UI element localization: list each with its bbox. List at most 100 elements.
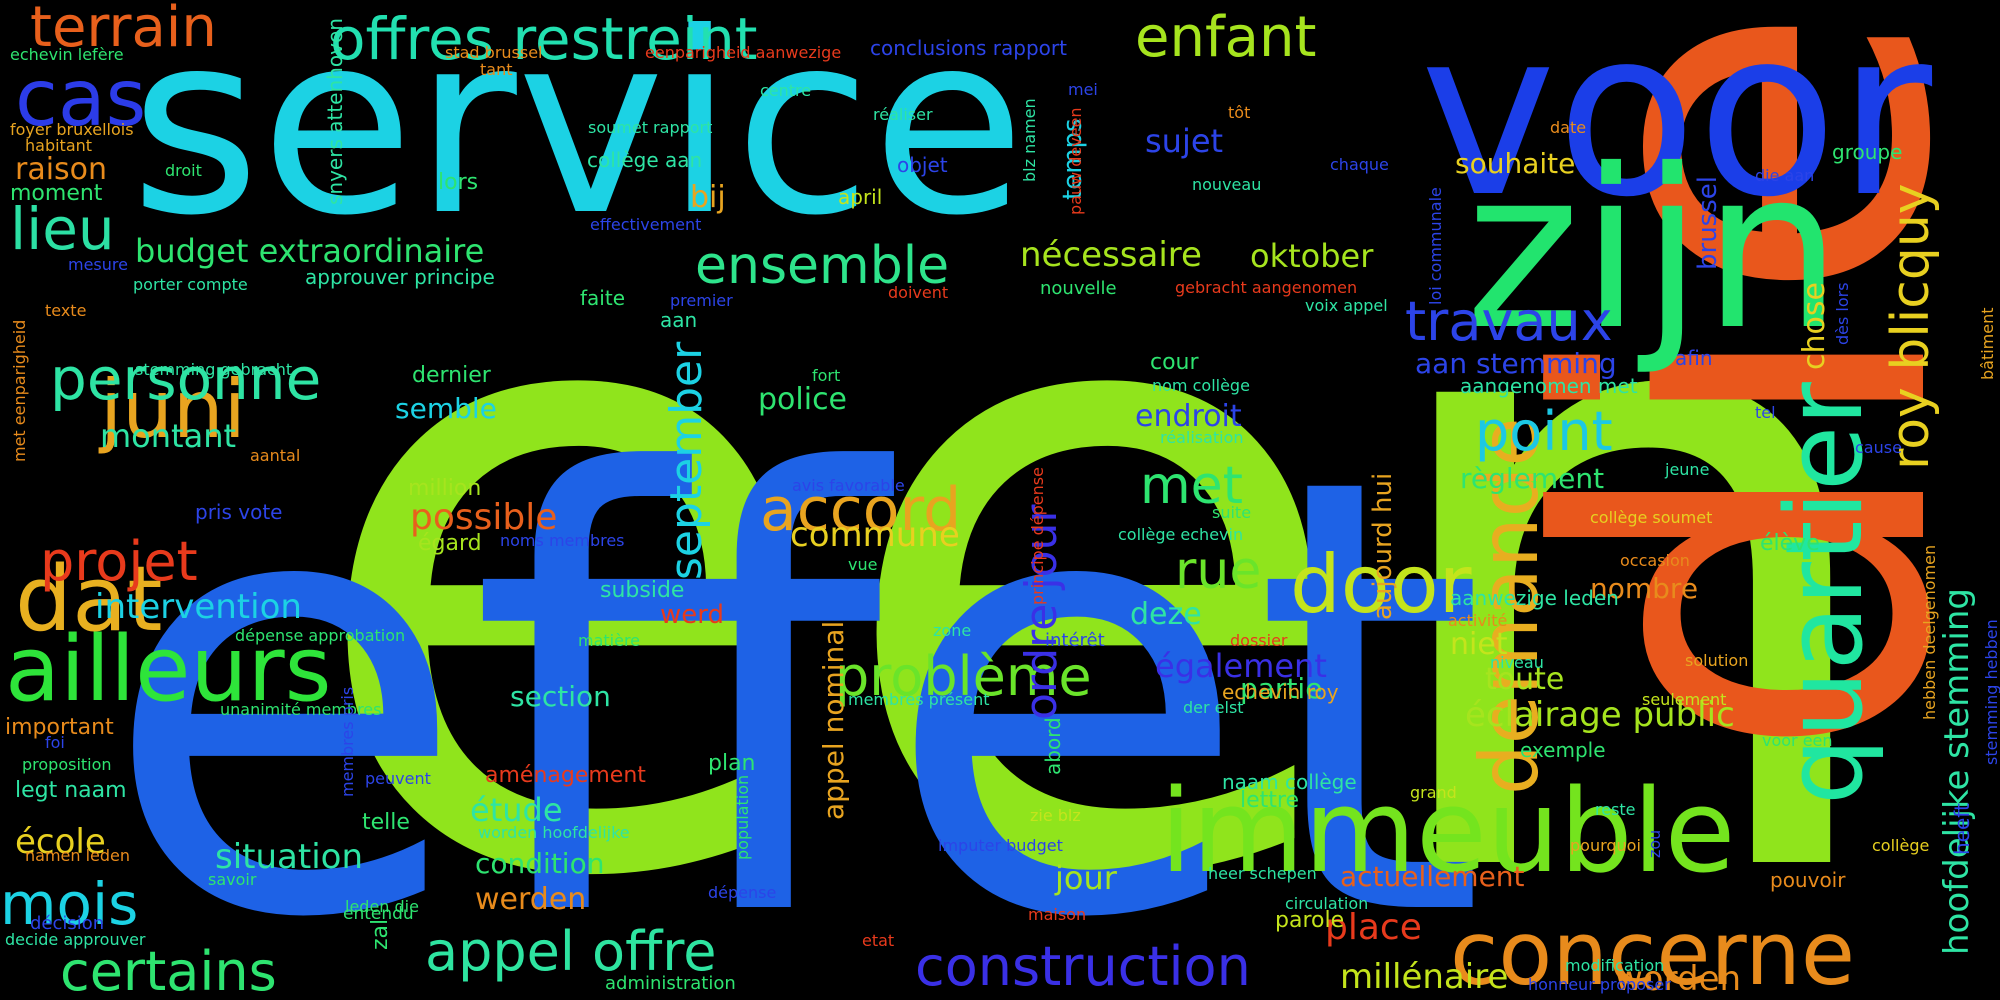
cloud-word: blz namen xyxy=(1020,98,1039,182)
cloud-word: grand xyxy=(1410,783,1457,802)
cloud-word: leden die xyxy=(345,897,419,916)
cloud-word: droit xyxy=(165,161,202,180)
cloud-word: lieu xyxy=(10,195,115,263)
cloud-word: réaliser xyxy=(873,105,933,124)
cloud-word: travaux xyxy=(1405,290,1613,353)
cloud-word: bâtiment xyxy=(1978,307,1997,380)
cloud-word: principe dépense xyxy=(1028,467,1047,605)
cloud-word: objet xyxy=(897,153,948,177)
cloud-word: niveau xyxy=(1490,653,1544,672)
cloud-word: tant xyxy=(480,60,513,79)
cloud-word: september xyxy=(661,341,712,580)
cloud-word: der elst xyxy=(1183,698,1244,717)
cloud-word: lettre xyxy=(1240,788,1299,813)
cloud-word: reste xyxy=(1595,800,1636,819)
cloud-word: police xyxy=(758,382,848,417)
cloud-word: construction xyxy=(915,935,1251,998)
cloud-word: porter compte xyxy=(133,275,248,294)
cloud-word: zou xyxy=(1645,829,1664,858)
cloud-word: afin xyxy=(1675,346,1713,370)
cloud-word: roy blicquy xyxy=(1881,183,1941,470)
cloud-word: abord xyxy=(1041,717,1065,775)
cloud-word: hebben deelgenomen xyxy=(1920,544,1939,720)
cloud-word: concerne xyxy=(1450,902,1856,1000)
cloud-word: membres pris xyxy=(338,686,357,797)
cloud-word: aangenomen met xyxy=(1460,374,1638,398)
cloud-word: namen leden xyxy=(25,846,131,865)
cloud-word: telle xyxy=(362,810,410,835)
cloud-word: parole xyxy=(1275,908,1345,933)
cloud-word: nécessaire xyxy=(1020,235,1202,275)
cloud-word: unanimité membres xyxy=(220,700,382,719)
cloud-word: enfant xyxy=(1135,5,1317,70)
cloud-word: matière xyxy=(578,631,641,650)
cloud-word: partie xyxy=(1240,672,1323,705)
cloud-word: bij xyxy=(690,180,726,215)
cloud-word: chose xyxy=(1797,282,1832,370)
cloud-word: budget extraordinaire xyxy=(135,232,485,270)
cloud-word: aménagement xyxy=(485,763,646,788)
cloud-word: april xyxy=(838,185,883,209)
cloud-word: savoir xyxy=(208,870,257,889)
cloud-word: raison xyxy=(15,152,108,187)
cloud-word: exemple xyxy=(1520,738,1606,762)
cloud-word: soumet rapport xyxy=(588,118,713,137)
cloud-word: cas xyxy=(15,54,147,144)
cloud-word: jour xyxy=(1055,859,1117,897)
cloud-word: legt naam xyxy=(15,778,127,803)
cloud-word: éclairage public xyxy=(1465,695,1735,735)
cloud-word: dat xyxy=(15,547,163,652)
cloud-word: décision xyxy=(30,913,105,934)
cloud-word: heeft xyxy=(1950,803,1974,855)
cloud-word: date xyxy=(1550,118,1587,137)
cloud-word: doivent xyxy=(888,283,949,302)
cloud-word: avis favorable xyxy=(792,476,905,495)
cloud-word: aan stemming xyxy=(1415,347,1617,380)
cloud-word: important xyxy=(5,715,114,740)
cloud-word: proposition xyxy=(22,755,112,774)
cloud-word: élève xyxy=(1760,531,1820,556)
cloud-word: administration xyxy=(605,973,736,994)
cloud-word: collège soumet xyxy=(1590,508,1713,527)
cloud-word: die aan xyxy=(1755,166,1815,185)
cloud-word: circulation xyxy=(1285,894,1369,913)
cloud-word: activité xyxy=(1448,611,1508,630)
cloud-word: centre xyxy=(760,81,812,100)
cloud-word: eenparigheid aanwezige xyxy=(645,43,842,62)
cloud-word: effectivement xyxy=(590,215,702,234)
cloud-word: accord xyxy=(760,475,962,545)
cloud-word: peuvent xyxy=(365,769,431,788)
cloud-word: plan xyxy=(708,751,756,776)
cloud-word: commune xyxy=(790,515,960,555)
cloud-word: semble xyxy=(395,392,497,425)
cloud-word: possible xyxy=(410,497,558,538)
cloud-word: occasion xyxy=(1620,551,1690,570)
cloud-word: actuellement xyxy=(1340,860,1525,893)
cloud-word: appel offre xyxy=(425,920,717,983)
cloud-word: subside xyxy=(600,578,685,603)
cloud-word: certains xyxy=(60,940,277,1000)
cloud-word: vue xyxy=(848,555,878,574)
cloud-word: règlement xyxy=(1460,462,1605,495)
cloud-word: maison xyxy=(1028,905,1087,924)
cloud-word: met eenparigheid xyxy=(10,319,29,462)
cloud-word: suite xyxy=(1212,503,1252,522)
cloud-word: aantal xyxy=(250,446,301,465)
cloud-word: worden hoofdelijke xyxy=(478,823,630,842)
cloud-word: aanwezige leden xyxy=(1450,586,1619,610)
cloud-word: projet xyxy=(40,530,198,593)
cloud-word: condition xyxy=(475,847,605,880)
cloud-word: pris vote xyxy=(195,500,283,524)
cloud-word: sujet xyxy=(1145,122,1224,160)
cloud-word: situation xyxy=(215,837,364,877)
cloud-word: endroit xyxy=(1135,399,1242,434)
cloud-word: pauw deveen xyxy=(1066,107,1085,215)
cloud-word: echevin roy xyxy=(1222,680,1339,704)
cloud-word: foi xyxy=(45,733,65,752)
cloud-word: fort xyxy=(812,366,841,385)
cloud-word: dépense xyxy=(708,883,777,902)
cloud-word: immeuble xyxy=(1160,765,1736,899)
cloud-word: millénaire xyxy=(1340,957,1509,997)
cloud-word: million xyxy=(408,476,482,501)
